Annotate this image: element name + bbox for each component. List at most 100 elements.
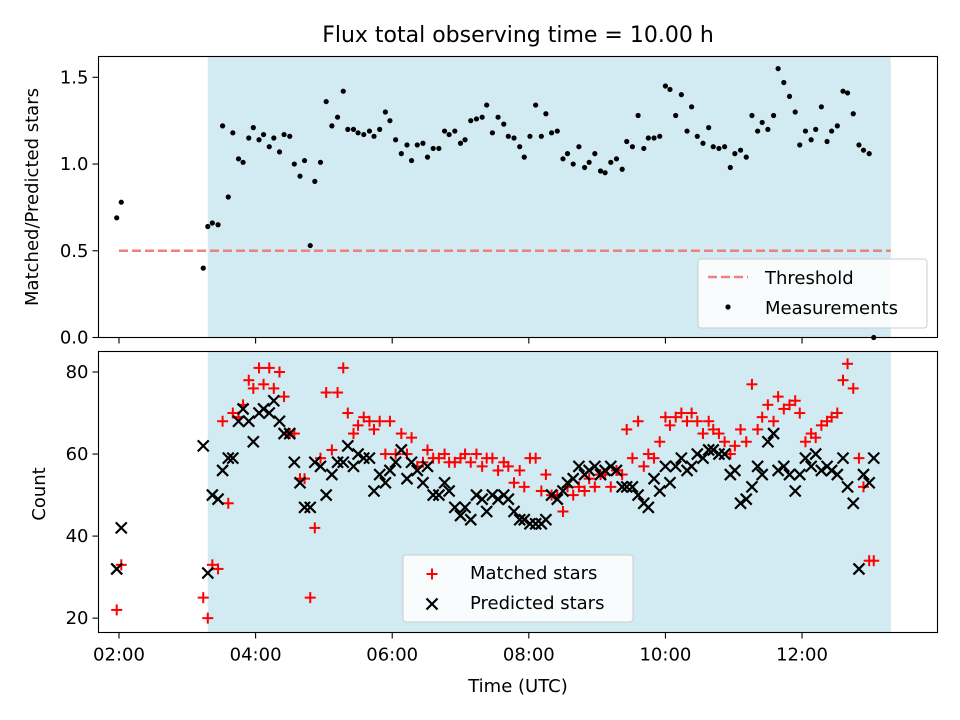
measurement-point	[824, 138, 830, 145]
measurement-point	[398, 151, 404, 157]
matched-point	[691, 415, 703, 427]
predicted-point	[550, 492, 564, 506]
matched-point	[713, 428, 725, 440]
x-stroke	[691, 447, 704, 461]
measurement-point	[802, 128, 809, 134]
matched-point	[670, 411, 682, 423]
predicted-point	[363, 451, 376, 465]
x-stroke	[572, 460, 586, 473]
measurement-point	[755, 128, 761, 134]
matched-point	[756, 411, 768, 423]
measurement-point	[850, 111, 856, 117]
predicted-point	[216, 464, 229, 477]
x-stroke	[236, 402, 250, 416]
matched-point	[719, 436, 731, 448]
ratio-legend: Threshold Measurements	[697, 258, 928, 329]
x-stroke	[659, 460, 672, 473]
matched-point	[278, 391, 290, 403]
x-stroke	[841, 480, 854, 494]
x-stroke	[685, 460, 698, 473]
measurement-points	[114, 66, 877, 341]
x-stroke	[631, 488, 645, 502]
measurement-point	[716, 145, 722, 152]
x-stroke	[351, 447, 365, 461]
matched-point	[342, 407, 354, 419]
measurement-point	[281, 131, 287, 138]
measurement-point	[334, 114, 341, 120]
x-stroke	[480, 505, 493, 518]
predicted-point	[351, 447, 365, 461]
measurement-point	[613, 156, 620, 162]
x-stroke	[718, 447, 731, 461]
measurement-point	[441, 128, 448, 134]
count-y-axis-label: Count	[29, 467, 50, 520]
matched-point	[470, 448, 482, 460]
x-stroke	[405, 455, 418, 469]
x-stroke	[283, 427, 297, 440]
matched-point	[363, 415, 375, 427]
x-stroke	[491, 492, 505, 506]
x-stroke	[298, 501, 311, 514]
predicted-point	[242, 414, 256, 428]
x-stroke	[277, 427, 291, 440]
measurement-point	[408, 157, 415, 164]
measurement-point	[479, 114, 485, 120]
x-stroke	[804, 460, 818, 473]
matched-point	[638, 460, 650, 472]
y-tick-label: 80	[66, 362, 89, 383]
x-stroke	[416, 476, 430, 490]
matched-point	[847, 382, 859, 394]
y-tick-label: 1.0	[60, 154, 89, 175]
matched-point	[406, 432, 418, 444]
legend-matched-label: Matched stars	[470, 563, 597, 584]
predicted-point	[561, 476, 574, 490]
measurement-point	[651, 135, 657, 141]
predicted-points	[110, 394, 881, 580]
predicted-point	[110, 562, 123, 576]
measurement-point	[786, 93, 793, 99]
x-stroke	[566, 472, 580, 485]
matched-point	[514, 464, 526, 476]
measurement-point	[501, 121, 507, 127]
measurement-point	[759, 119, 765, 126]
matched-point	[681, 415, 693, 427]
matched-point	[395, 428, 407, 440]
predicted-point	[615, 480, 629, 494]
matched-point	[390, 448, 402, 460]
ratio-panel: 0.0 0.5 1.0 1.5 Matched/Predicted stars Thr…	[22, 55, 939, 349]
measurement-point	[118, 199, 124, 205]
predicted-point	[277, 427, 291, 440]
matched-point	[348, 428, 360, 440]
ratio-axes-frame	[97, 55, 939, 339]
measurement-point	[727, 164, 733, 171]
predicted-point	[347, 460, 360, 473]
measurement-point	[446, 131, 452, 138]
measurement-point	[387, 118, 393, 124]
predicted-point	[675, 451, 688, 465]
x-stroke	[308, 455, 322, 469]
matched-point	[686, 407, 698, 419]
predicted-point	[685, 460, 698, 473]
measurement-point	[317, 159, 324, 165]
matched-point	[837, 374, 849, 386]
measurement-point	[260, 131, 267, 138]
x-stroke	[507, 505, 521, 518]
matched-point	[326, 444, 338, 456]
x-stroke	[669, 460, 682, 473]
predicted-point	[604, 460, 618, 473]
x-stroke	[561, 476, 574, 490]
x-stroke	[110, 562, 123, 576]
predicted-point	[308, 455, 322, 469]
measurement-point	[200, 265, 206, 271]
matched-point	[459, 448, 471, 460]
x-stroke	[458, 501, 472, 514]
measurement-point	[597, 168, 604, 174]
legend-x-marker	[425, 597, 439, 611]
predicted-point	[454, 509, 467, 522]
measurement-point	[266, 144, 272, 150]
predicted-point	[373, 468, 386, 481]
x-stroke	[825, 464, 838, 477]
measurement-point	[710, 144, 716, 150]
measurement-point	[538, 133, 544, 139]
